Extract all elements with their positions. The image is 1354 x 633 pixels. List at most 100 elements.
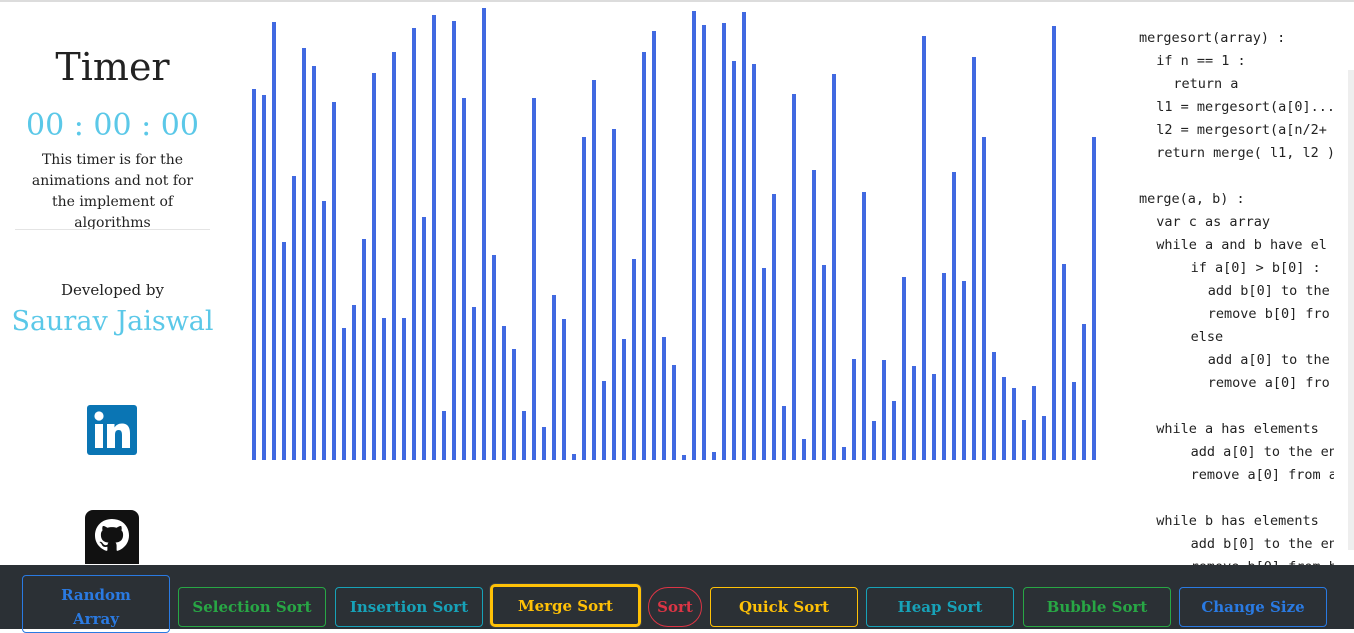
code-line: remove a[0] from a: [1190, 467, 1334, 483]
timer-value: 00 : 00 : 00: [26, 108, 199, 143]
array-bar: [762, 268, 766, 460]
array-bar: [252, 89, 256, 460]
code-line: add b[0] to the: [1207, 283, 1330, 299]
linkedin-icon[interactable]: [87, 405, 137, 455]
array-bar: [292, 176, 296, 460]
array-bar: [772, 194, 776, 460]
array-bar: [852, 359, 856, 460]
array-bar: [382, 318, 386, 460]
array-bar: [502, 326, 506, 460]
code-line: add a[0] to the en: [1190, 444, 1334, 460]
array-bar: [272, 22, 276, 460]
array-bar: [392, 52, 396, 460]
array-bar: [522, 411, 526, 460]
array-bars: [252, 8, 1096, 460]
array-bar: [412, 28, 416, 460]
array-bar: [872, 421, 876, 460]
array-bar: [662, 337, 666, 460]
merge-sort-button-label: Merge Sort: [518, 596, 613, 615]
array-bar: [1012, 388, 1016, 460]
array-bar: [472, 307, 476, 460]
bubble-sort-button[interactable]: Bubble Sort: [1023, 587, 1171, 627]
array-bar: [512, 349, 516, 460]
array-bar: [552, 295, 556, 460]
timer-title: Timer: [55, 45, 170, 89]
array-bar: [652, 31, 656, 460]
code-line: remove b[0] from b: [1191, 559, 1334, 565]
merge-sort-button[interactable]: Merge Sort: [490, 584, 641, 627]
array-bar: [902, 277, 906, 460]
array-bar: [302, 48, 306, 460]
array-bar: [972, 57, 976, 460]
array-bar: [362, 239, 366, 460]
sort-button-label: Sort: [657, 598, 693, 616]
code-line: else: [1190, 329, 1224, 345]
code-line: l1 = mergesort(a[0]...: [1156, 99, 1334, 115]
code-line: var c as array: [1156, 214, 1270, 230]
timer-note: This timer is for the animations and not…: [31, 152, 194, 231]
developed-by-label: Developed by: [60, 281, 164, 299]
code-line: return a: [1173, 76, 1239, 92]
developer-name: Saurav Jaiswal: [11, 306, 214, 337]
sort-button[interactable]: Sort: [648, 587, 702, 627]
array-bar: [1062, 264, 1066, 460]
array-bar: [832, 74, 836, 460]
array-bar: [752, 64, 756, 460]
array-bar: [942, 273, 946, 460]
sidebar: Timer 00 : 00 : 00 This timer is for the…: [0, 0, 225, 565]
array-bar: [782, 406, 786, 460]
change-size-button[interactable]: Change Size: [1179, 587, 1327, 627]
array-bar: [1082, 324, 1086, 460]
array-bar: [742, 12, 746, 460]
code-line: while a has elements: [1156, 421, 1319, 437]
random-array-button[interactable]: Random Array: [22, 575, 170, 633]
heap-sort-button[interactable]: Heap Sort: [866, 587, 1014, 627]
array-bar: [322, 201, 326, 460]
page-scrollbar[interactable]: [1348, 70, 1354, 550]
array-bar: [1052, 26, 1056, 460]
array-bar: [802, 439, 806, 460]
array-bar: [632, 259, 636, 460]
code-line: return merge( l1, l2 ): [1156, 145, 1334, 161]
array-bar: [1072, 382, 1076, 460]
array-bar: [442, 411, 446, 460]
algorithm-pseudocode: mergesort(array) : if n == 1 : return a l1 …: [1139, 30, 1334, 565]
array-bar: [352, 305, 356, 460]
code-line: while b has elements: [1156, 513, 1319, 529]
array-bar: [822, 265, 826, 460]
array-bar: [422, 217, 426, 460]
array-bar: [982, 137, 986, 460]
array-bar: [732, 61, 736, 460]
array-bar: [642, 52, 646, 460]
code-line: l2 = mergesort(a[n/2+: [1156, 122, 1327, 138]
array-bar: [612, 129, 616, 460]
random-array-button-label: Random Array: [61, 586, 131, 628]
code-line: add a[0] to the: [1207, 352, 1330, 368]
array-bar: [332, 102, 336, 460]
array-bar: [312, 66, 316, 460]
array-bar: [372, 73, 376, 460]
array-bar: [452, 21, 456, 460]
array-bar: [992, 352, 996, 460]
array-bar: [282, 242, 286, 460]
array-bar: [682, 455, 686, 460]
bottom-toolbar: Random Array Selection Sort Insertion Sort…: [0, 565, 1354, 633]
array-bar: [892, 401, 896, 460]
array-bar: [432, 15, 436, 460]
array-bar: [532, 98, 536, 460]
quick-sort-button[interactable]: Quick Sort: [710, 587, 858, 627]
github-icon[interactable]: [85, 510, 139, 564]
selection-sort-button-label: Selection Sort: [192, 598, 312, 616]
code-line: remove b[0] fro: [1207, 306, 1330, 322]
array-bar: [702, 25, 706, 460]
top-border: [0, 0, 1354, 2]
array-bar: [1022, 420, 1026, 460]
selection-sort-button[interactable]: Selection Sort: [178, 587, 326, 627]
array-bar: [562, 319, 566, 460]
code-line: mergesort(array) :: [1139, 30, 1286, 46]
array-bar: [482, 8, 486, 460]
array-bar: [952, 172, 956, 460]
array-bar: [882, 360, 886, 460]
insertion-sort-button[interactable]: Insertion Sort: [335, 587, 483, 627]
array-bar: [572, 454, 576, 460]
